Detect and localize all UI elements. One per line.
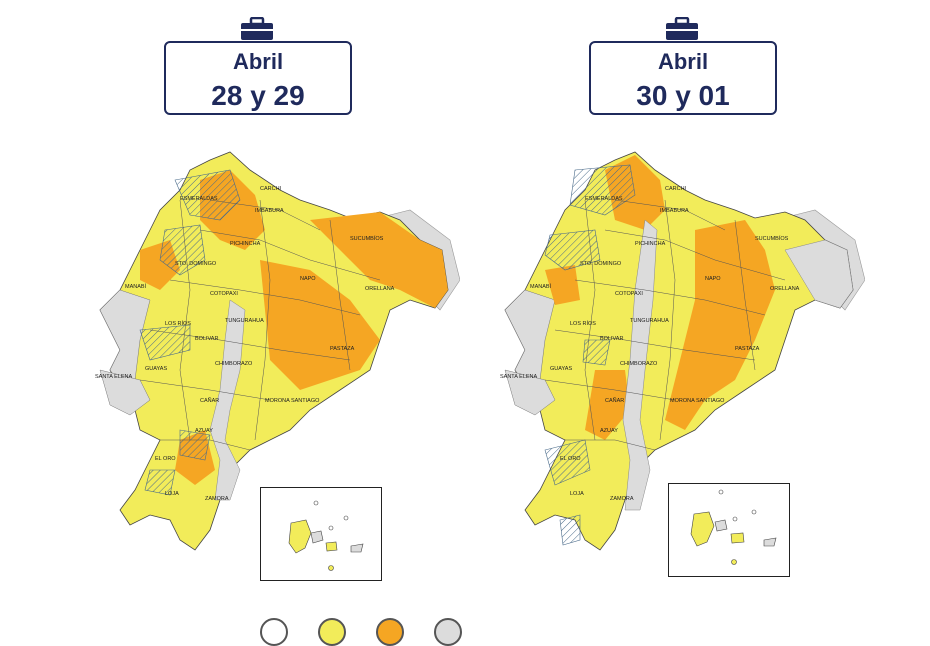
orange-amazon-north xyxy=(310,212,448,308)
hatched-zone xyxy=(179,429,211,461)
hatched-zone xyxy=(582,339,611,366)
province-label: ZAMORA xyxy=(610,496,634,502)
province-label: LOJA xyxy=(570,491,584,497)
province-label: CHIMBORAZO xyxy=(620,361,658,367)
province-label: EL ORO xyxy=(560,456,581,462)
province-label: SANTA ELENA xyxy=(95,374,133,380)
santa-elena-gray xyxy=(99,369,151,416)
province-label: COTOPAXI xyxy=(210,291,238,297)
province-label: LOS RÍOS xyxy=(570,320,596,327)
legend-swatch xyxy=(376,618,404,646)
date-card: Abril 28 y 29 xyxy=(164,41,352,115)
date-month: Abril xyxy=(657,49,709,74)
province-label: STO. DOMINGO xyxy=(175,261,217,267)
province-label: CARCHI xyxy=(665,186,687,192)
date-card: Abril 30 y 01 xyxy=(589,41,777,115)
galapagos-map xyxy=(690,489,777,565)
hatched-zone xyxy=(544,229,601,271)
province-label: TUNGURAHUA xyxy=(225,318,264,324)
province-label: GUAYAS xyxy=(145,366,167,372)
hatched-zone xyxy=(144,469,176,496)
province-label: IMBABURA xyxy=(255,208,284,214)
province-label: PASTAZA xyxy=(330,346,355,352)
briefcase-icon xyxy=(666,17,698,40)
province-label: MANABÍ xyxy=(125,283,147,290)
forecast-panel-left: Abril 28 y 29 xyxy=(0,0,465,620)
province-label: ESMERALDAS xyxy=(180,196,218,202)
province-label: MORONA SANTIAGO xyxy=(265,398,320,404)
province-label: NAPO xyxy=(705,276,721,282)
province-label: MANABÍ xyxy=(530,283,552,290)
orange-central-amazon xyxy=(665,220,775,430)
province-label: CAÑAR xyxy=(605,397,624,404)
ecuador-map: ESMERALDAS CARCHI IMBABURA SUCUMBÍOS PIC… xyxy=(95,151,460,551)
province-label: BOLIVAR xyxy=(195,336,218,342)
hatched-zone xyxy=(559,514,581,546)
province-borders xyxy=(139,199,381,451)
briefcase-icon xyxy=(241,17,273,40)
province-label: SUCUMBÍOS xyxy=(350,235,384,242)
hatched-zone xyxy=(569,164,636,216)
date-month: Abril xyxy=(232,49,284,74)
province-label: AZUAY xyxy=(195,428,213,434)
galapagos-map xyxy=(288,500,364,571)
province-label: SUCUMBÍOS xyxy=(755,235,789,242)
east-gray xyxy=(784,239,854,309)
legend-swatch xyxy=(434,618,462,646)
legend-swatch xyxy=(318,618,346,646)
hatched-zone xyxy=(159,224,206,276)
province-label: SANTA ELENA xyxy=(500,374,538,380)
date-days: 30 y 01 xyxy=(636,80,730,111)
galapagos-inset xyxy=(260,487,382,581)
province-label: PICHINCHA xyxy=(230,241,261,247)
andes-gray xyxy=(209,299,246,501)
province-label: PASTAZA xyxy=(735,346,760,352)
province-label: ESMERALDAS xyxy=(585,196,623,202)
province-label: EL ORO xyxy=(155,456,176,462)
province-label: COTOPAXI xyxy=(615,291,643,297)
province-label: PICHINCHA xyxy=(635,241,666,247)
forecast-panel-right: Abril 30 y 01 ESM xyxy=(465,0,930,620)
ecuador-map: ESMERALDAS CARCHI IMBABURA SUCUMBÍOS PIC… xyxy=(500,151,865,551)
province-label: NAPO xyxy=(300,276,316,282)
province-label: TUNGURAHUA xyxy=(630,318,669,324)
province-label: ZAMORA xyxy=(205,496,229,502)
province-label: MORONA SANTIAGO xyxy=(670,398,725,404)
hatched-zone xyxy=(174,169,241,221)
province-label: IMBABURA xyxy=(660,208,689,214)
province-label: STO. DOMINGO xyxy=(580,261,622,267)
province-label: LOJA xyxy=(165,491,179,497)
province-label: ORELLANA xyxy=(365,286,395,292)
province-label: CAÑAR xyxy=(200,397,219,404)
legend xyxy=(260,612,462,646)
province-label: ORELLANA xyxy=(770,286,800,292)
province-label: LOS RÍOS xyxy=(165,320,191,327)
galapagos-inset xyxy=(668,483,790,577)
andes-gray xyxy=(622,219,658,511)
province-label: BOLIVAR xyxy=(600,336,623,342)
orange-pastaza xyxy=(260,260,380,390)
santa-elena-gray xyxy=(504,369,556,416)
province-label: CHIMBORAZO xyxy=(215,361,253,367)
province-borders xyxy=(544,199,786,451)
province-label: AZUAY xyxy=(600,428,618,434)
orange-west xyxy=(545,265,580,305)
legend-swatch xyxy=(260,618,288,646)
province-label: GUAYAS xyxy=(550,366,572,372)
province-label: CARCHI xyxy=(260,186,282,192)
date-days: 28 y 29 xyxy=(211,80,305,111)
hatched-zone xyxy=(544,439,591,486)
